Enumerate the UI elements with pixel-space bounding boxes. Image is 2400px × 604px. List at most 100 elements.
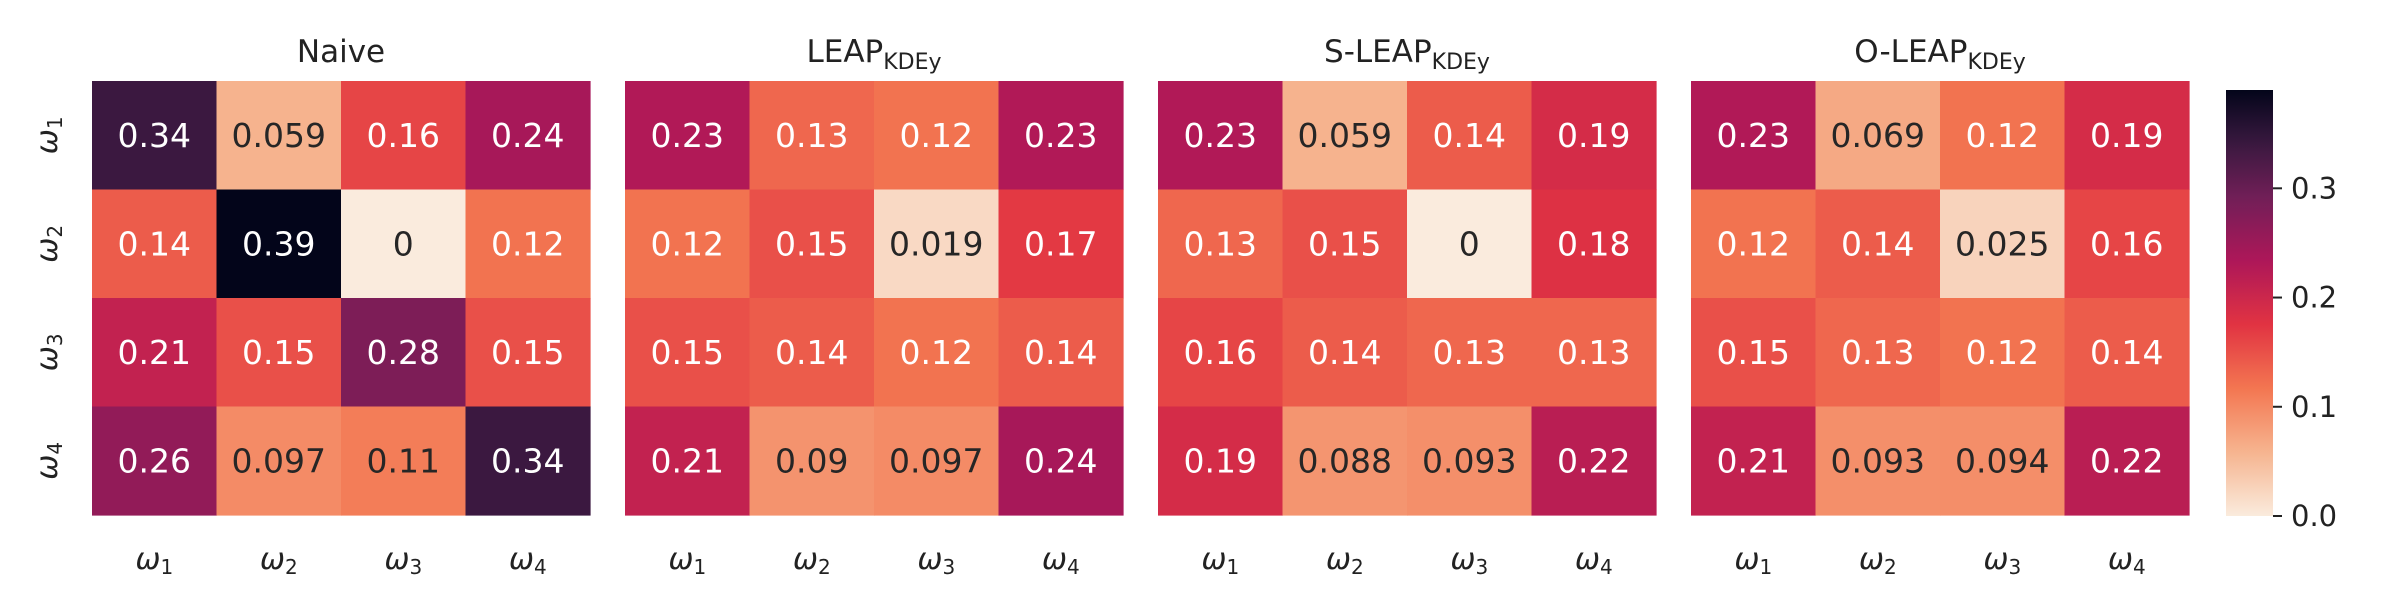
cell-value-label: 0.13 [1841,333,1914,372]
cell-value-label: 0.15 [1717,333,1790,372]
heatmap-cell [2064,298,2190,408]
cell-value-label: 0.28 [367,333,440,372]
cell-value-label: 0.22 [1557,441,1630,480]
x-tick-label: ω2 [793,542,831,579]
heatmap-cell [874,298,1000,408]
cell-value-label: 0.13 [775,116,848,155]
heatmap-cell [1158,298,1284,408]
heatmap-cell [92,189,218,299]
heatmap-cell [998,81,1124,191]
cell-value-label: 0.16 [367,116,440,155]
heatmap-cell [874,406,1000,516]
y-tick-label: ω4 [30,442,67,480]
x-tick-label: ω3 [1983,542,2021,579]
cell-value-label: 0 [1459,224,1480,263]
cell-value-label: 0.09 [775,441,848,480]
cell-value-label: 0.097 [889,441,983,480]
heatmap-cell [1407,298,1533,408]
heatmap-cell [749,298,875,408]
x-tick-label: ω2 [260,542,298,579]
heatmap-cell [1815,189,1941,299]
heatmap-cell [216,406,342,516]
heatmap-cell [998,406,1124,516]
heatmap-cell [625,81,751,191]
heatmap-cell [1531,81,1657,191]
cell-value-label: 0.025 [1955,224,2049,263]
heatmap-cell [1407,81,1533,191]
cell-value-label: 0.24 [1024,441,1097,480]
heatmap-cell [998,298,1124,408]
cell-value-label: 0.15 [651,333,724,372]
colorbar [2226,90,2273,516]
heatmap-cell [1940,189,2066,299]
heatmap-cell [1815,81,1941,191]
cell-value-label: 0.15 [775,224,848,263]
cell-value-label: 0.059 [232,116,326,155]
heatmap-cell [1407,406,1533,516]
cell-value-label: 0.23 [1717,116,1790,155]
cell-value-label: 0.19 [1184,441,1257,480]
cell-value-label: 0.13 [1433,333,1506,372]
heatmap-cell [1531,298,1657,408]
heatmap-cell [2064,189,2190,299]
colorbar-tick-label: 0.2 [2291,281,2337,315]
heatmap-cell [998,189,1124,299]
x-tick-label: ω3 [384,542,422,579]
heatmap-cell [92,406,218,516]
x-tick-label: ω4 [1042,542,1080,579]
cell-value-label: 0.16 [2090,224,2163,263]
colorbar-tick-label: 0.0 [2291,499,2337,533]
cell-value-label: 0.39 [242,224,315,263]
heatmap-cell [1282,189,1408,299]
heatmap-cell [216,189,342,299]
cell-value-label: 0.12 [1966,116,2039,155]
heatmap-cell [874,81,1000,191]
heatmap-cell [625,189,751,299]
cell-value-label: 0.093 [1831,441,1925,480]
x-tick-label: ω1 [668,542,706,579]
heatmap-cell [1158,189,1284,299]
heatmap-cell [1815,406,1941,516]
cell-value-label: 0.13 [1557,333,1630,372]
cell-value-label: 0.19 [2090,116,2163,155]
heatmap-cell [1282,298,1408,408]
cell-value-label: 0.34 [118,116,191,155]
colorbar-tick-label: 0.3 [2291,171,2337,205]
cell-value-label: 0.12 [651,224,724,263]
cell-value-label: 0.094 [1955,441,2049,480]
colorbar-tick-label: 0.1 [2291,390,2337,424]
heatmap-cell [749,81,875,191]
x-tick-label: ω4 [1575,542,1613,579]
heatmap-cell [2064,406,2190,516]
y-tick-label: ω3 [30,333,67,371]
x-tick-label: ω3 [1450,542,1488,579]
heatmap-cell [625,298,751,408]
panel-title: S-LEAPKDEy [1324,34,1490,75]
heatmap-cell [465,81,591,191]
cell-value-label: 0 [393,224,414,263]
heatmap-cell [1407,189,1533,299]
heatmap-cell [465,189,591,299]
cell-value-label: 0.14 [1841,224,1914,263]
heatmap-cell [1691,406,1817,516]
heatmap-cell [465,406,591,516]
cell-value-label: 0.23 [1024,116,1097,155]
cell-value-label: 0.24 [491,116,564,155]
heatmap-cell [92,298,218,408]
heatmap-cell [1691,81,1817,191]
cell-value-label: 0.097 [232,441,326,480]
cell-value-label: 0.12 [1717,224,1790,263]
cell-value-label: 0.16 [1184,333,1257,372]
panel-title: LEAPKDEy [806,34,941,75]
cell-value-label: 0.15 [491,333,564,372]
heatmap-cell [1940,298,2066,408]
x-tick-label: ω2 [1326,542,1364,579]
heatmap-cell [1940,81,2066,191]
heatmap-cell [216,81,342,191]
cell-value-label: 0.34 [491,441,564,480]
cell-value-label: 0.21 [118,333,191,372]
cell-value-label: 0.15 [1308,224,1381,263]
panel-title: O-LEAPKDEy [1854,34,2026,75]
heatmap-cell [1531,189,1657,299]
